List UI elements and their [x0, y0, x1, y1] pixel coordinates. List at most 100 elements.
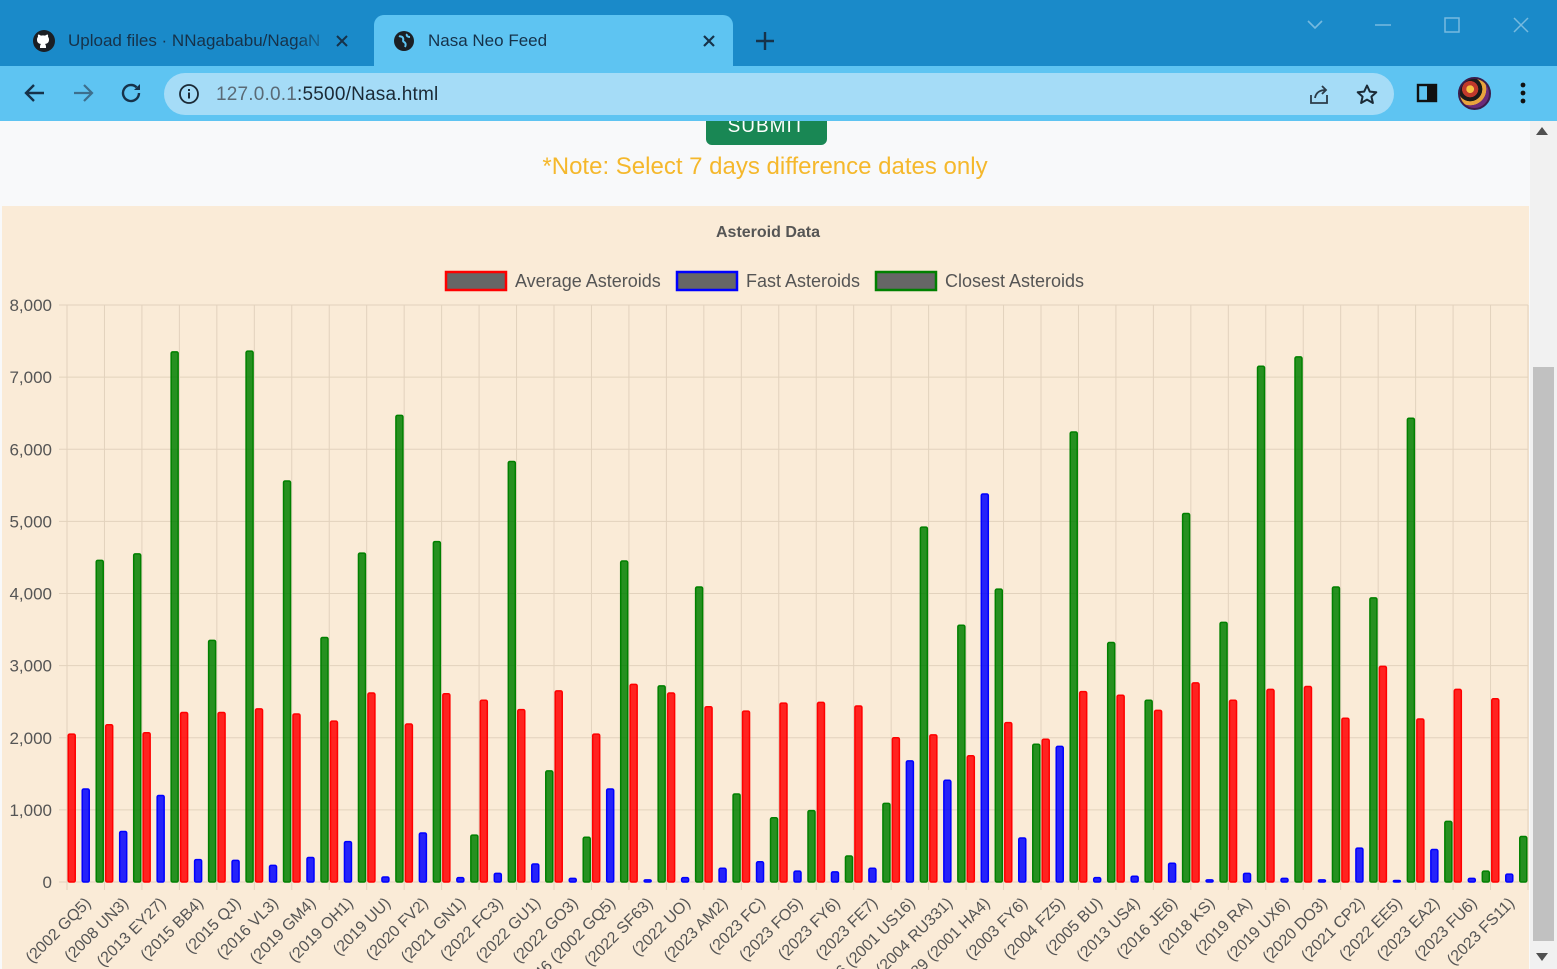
bar-fast[interactable]: [1280, 877, 1289, 883]
bar-closest[interactable]: [1294, 356, 1303, 883]
bar-fast[interactable]: [1505, 873, 1514, 883]
bar-closest[interactable]: [844, 855, 854, 883]
bar-closest[interactable]: [1219, 621, 1228, 883]
bar-closest[interactable]: [545, 770, 554, 883]
bar-average[interactable]: [1416, 718, 1425, 883]
bar-fast[interactable]: [531, 863, 540, 883]
bar-closest[interactable]: [245, 350, 254, 883]
bar-fast[interactable]: [793, 870, 802, 883]
bar-fast[interactable]: [568, 877, 577, 883]
bar-average[interactable]: [891, 737, 901, 883]
bar-average[interactable]: [1116, 694, 1125, 883]
bar-closest[interactable]: [395, 414, 404, 883]
bar-fast[interactable]: [1242, 872, 1252, 883]
bar-closest[interactable]: [882, 802, 891, 883]
bar-fast[interactable]: [193, 858, 203, 883]
bar-closest[interactable]: [1481, 870, 1491, 883]
submit-button[interactable]: SUBMIT: [706, 121, 827, 145]
bar-average[interactable]: [292, 713, 301, 883]
bar-fast[interactable]: [1317, 879, 1327, 883]
scroll-down-arrow-icon[interactable]: [1536, 953, 1548, 961]
bar-fast[interactable]: [381, 876, 390, 883]
site-info-icon[interactable]: [178, 83, 200, 105]
new-tab-button[interactable]: [752, 28, 778, 54]
bar-closest[interactable]: [1032, 743, 1041, 883]
menu-kebab-icon[interactable]: [1508, 78, 1538, 108]
bar-average[interactable]: [1453, 688, 1463, 883]
bar-fast[interactable]: [118, 830, 128, 883]
bar-fast[interactable]: [755, 861, 765, 883]
bar-average[interactable]: [1191, 682, 1200, 883]
address-bar[interactable]: 127.0.0.1:5500/Nasa.html: [164, 73, 1394, 115]
bar-average[interactable]: [1041, 738, 1050, 883]
bar-fast[interactable]: [718, 867, 727, 883]
reload-icon[interactable]: [116, 78, 146, 108]
bar-fast[interactable]: [1205, 879, 1214, 883]
bar-average[interactable]: [1228, 699, 1238, 883]
bar-fast[interactable]: [680, 876, 690, 883]
bar-fast[interactable]: [830, 871, 840, 883]
vertical-scrollbar[interactable]: [1530, 121, 1557, 969]
bar-average[interactable]: [367, 692, 376, 883]
bar-average[interactable]: [1078, 690, 1088, 883]
bar-average[interactable]: [704, 705, 713, 883]
bar-fast[interactable]: [81, 788, 90, 883]
legend-item-closest[interactable]: Closest Asteroids: [874, 270, 1084, 292]
bar-closest[interactable]: [957, 624, 966, 883]
bar-closest[interactable]: [95, 559, 104, 883]
bar-average[interactable]: [329, 720, 339, 883]
bar-fast[interactable]: [1018, 837, 1027, 883]
minimize-icon[interactable]: [1368, 10, 1398, 40]
bar-closest[interactable]: [769, 817, 779, 883]
bar-average[interactable]: [404, 723, 414, 883]
bar-average[interactable]: [1303, 685, 1313, 883]
bar-average[interactable]: [1153, 709, 1163, 883]
bar-average[interactable]: [67, 733, 76, 883]
bar-closest[interactable]: [432, 540, 442, 883]
legend-item-fast[interactable]: Fast Asteroids: [675, 270, 860, 292]
bar-closest[interactable]: [657, 685, 666, 883]
bar-fast[interactable]: [868, 867, 877, 883]
back-arrow-icon[interactable]: [20, 78, 50, 108]
bar-fast[interactable]: [493, 872, 503, 883]
bar-closest[interactable]: [320, 636, 329, 883]
bar-closest[interactable]: [1519, 835, 1528, 883]
bar-closest[interactable]: [919, 526, 929, 883]
bar-closest[interactable]: [1444, 820, 1453, 883]
bar-average[interactable]: [741, 710, 751, 883]
bar-closest[interactable]: [694, 586, 704, 883]
bar-average[interactable]: [666, 692, 676, 883]
tab-upload-files[interactable]: Upload files · NNagababu/NagaN: [14, 15, 366, 66]
bar-average[interactable]: [554, 690, 563, 883]
legend-item-average[interactable]: Average Asteroids: [444, 270, 661, 292]
bar-average[interactable]: [517, 708, 526, 883]
bar-fast[interactable]: [231, 859, 240, 883]
bar-average[interactable]: [1491, 698, 1500, 883]
close-window-icon[interactable]: [1506, 10, 1536, 40]
bar-closest[interactable]: [732, 793, 741, 883]
bar-closest[interactable]: [170, 351, 179, 883]
bar-closest[interactable]: [1256, 365, 1266, 883]
bar-average[interactable]: [442, 693, 451, 883]
bar-average[interactable]: [929, 734, 938, 883]
bar-closest[interactable]: [582, 836, 591, 883]
close-tab-icon[interactable]: [332, 31, 352, 51]
bar-fast[interactable]: [605, 788, 615, 883]
bar-closest[interactable]: [207, 639, 217, 883]
maximize-icon[interactable]: [1437, 10, 1467, 40]
bar-average[interactable]: [1341, 717, 1350, 883]
bar-average[interactable]: [1378, 665, 1388, 883]
bar-average[interactable]: [816, 701, 826, 883]
bar-closest[interactable]: [1406, 417, 1416, 883]
bar-average[interactable]: [254, 708, 264, 883]
bar-closest[interactable]: [807, 809, 816, 883]
bookmark-star-icon[interactable]: [1354, 82, 1380, 108]
bar-closest[interactable]: [1144, 699, 1153, 883]
bar-closest[interactable]: [1331, 586, 1341, 883]
close-tab-icon[interactable]: [699, 31, 719, 51]
bar-average[interactable]: [104, 724, 114, 883]
bar-closest[interactable]: [132, 553, 142, 883]
bar-fast[interactable]: [1392, 879, 1402, 883]
bar-closest[interactable]: [1369, 597, 1378, 883]
bar-closest[interactable]: [357, 552, 367, 883]
